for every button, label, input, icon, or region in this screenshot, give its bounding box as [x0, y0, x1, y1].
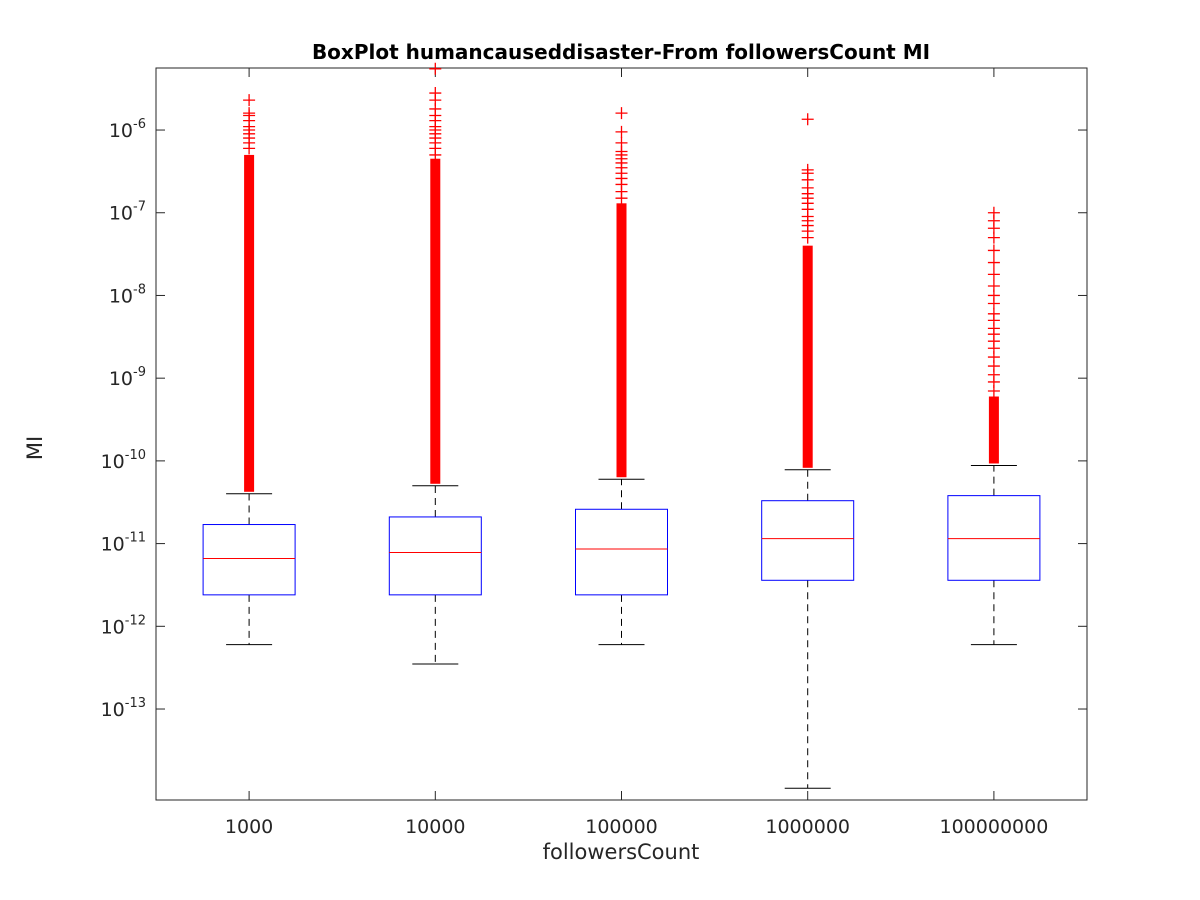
x-tick-label: 100000	[585, 816, 658, 838]
x-tick-label: 100000000	[940, 816, 1049, 838]
y-tick-label: 10-9	[109, 365, 146, 390]
outlier-marker	[243, 107, 256, 120]
outlier-marker	[987, 206, 1000, 219]
dense-outliers	[988, 396, 999, 464]
outlier-marker	[987, 256, 1000, 269]
outlier-marker	[429, 87, 442, 100]
x-axis-label: followersCount	[543, 840, 700, 864]
outlier-marker	[987, 307, 1000, 320]
plot-area: 10-13 10-12 10-11 10-10 10-9 10-8 10-7 10-6 1000…	[101, 62, 1088, 838]
outlier-marker	[801, 113, 814, 126]
iqr-box	[575, 508, 668, 596]
outlier-marker	[987, 244, 1000, 257]
outlier-marker	[801, 163, 814, 176]
y-axis-label: MI	[23, 436, 47, 460]
y-tick-label: 10-8	[109, 282, 146, 307]
dense-outliers	[802, 245, 813, 468]
y-tick-label: 10-7	[109, 200, 146, 225]
y-tick-label: 10-11	[101, 531, 146, 556]
outlier-marker	[987, 280, 1000, 293]
iqr-box	[388, 516, 482, 596]
x-tick-label: 1000	[225, 816, 273, 838]
iqr-box	[202, 524, 296, 596]
iqr-box	[947, 495, 1041, 581]
dense-outliers	[244, 154, 255, 492]
outlier-marker	[615, 107, 628, 120]
y-tick-label: 10-12	[101, 613, 146, 638]
iqr-box	[761, 500, 855, 581]
outlier-marker	[615, 125, 628, 138]
outlier-marker	[243, 94, 256, 107]
y-tick-label: 10-10	[101, 448, 146, 473]
y-tick-label: 10-13	[101, 696, 146, 721]
dense-outliers	[430, 158, 441, 484]
dense-outliers	[616, 203, 627, 478]
x-tick-label: 1000000	[765, 816, 850, 838]
x-tick-label: 10000	[405, 816, 465, 838]
outlier-marker	[429, 62, 442, 75]
chart-title: BoxPlot humancauseddisaster-From followe…	[312, 40, 930, 64]
outlier-marker	[615, 136, 628, 149]
outlier-marker	[987, 268, 1000, 281]
y-tick-label: 10-6	[109, 117, 146, 142]
